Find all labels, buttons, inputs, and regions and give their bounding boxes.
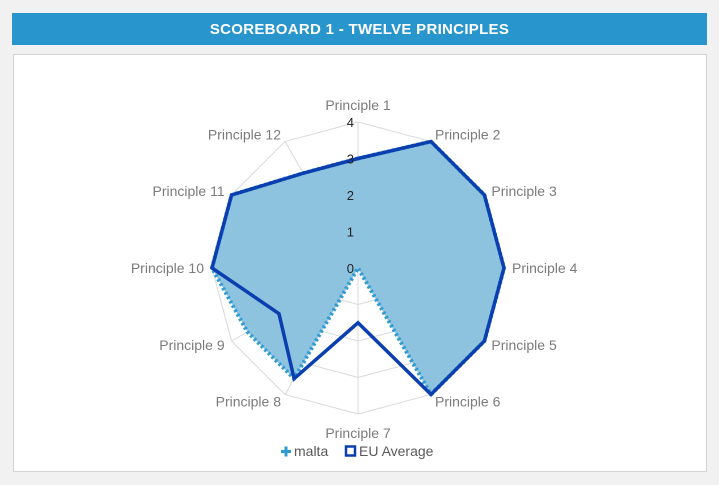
series-lines: [209, 139, 506, 397]
legend-label-malta: malta: [294, 443, 328, 459]
series-line-eu-average: [209, 139, 506, 397]
legend: malta EU Average: [281, 443, 434, 459]
legend-item-malta[interactable]: malta: [281, 443, 328, 459]
axis-label-principle-10: Principle 10: [131, 260, 204, 276]
legend-marker-eu-average: [344, 445, 357, 457]
axis-label-principle-1: Principle 1: [325, 97, 391, 113]
axis-label-principle-12: Principle 12: [208, 127, 281, 143]
tick-label-3: 3: [347, 152, 354, 167]
tick-label-2: 2: [347, 188, 354, 203]
axis-label-principle-11: Principle 11: [153, 183, 225, 199]
axis-labels: Principle 1 Principle 2 Principle 3 Princip…: [131, 97, 578, 441]
tick-label-0: 0: [347, 261, 354, 276]
legend-label-eu-average: EU Average: [359, 443, 434, 459]
axis-label-principle-8: Principle 8: [216, 393, 282, 409]
axis-label-principle-9: Principle 9: [159, 337, 225, 353]
axis-label-principle-6: Principle 6: [435, 393, 501, 409]
tick-label-4: 4: [347, 115, 354, 130]
legend-marker-malta: [281, 446, 291, 457]
page-title: SCOREBOARD 1 - TWELVE PRINCIPLES: [12, 13, 707, 45]
series-area-malta: [212, 141, 504, 395]
axis-label-principle-2: Principle 2: [435, 127, 501, 143]
axis-label-principle-5: Principle 5: [491, 337, 557, 353]
malta-area: [212, 141, 504, 395]
axis-label-principle-4: Principle 4: [512, 260, 578, 276]
legend-item-eu-average[interactable]: EU Average: [344, 443, 434, 459]
axis-label-principle-7: Principle 7: [325, 425, 391, 441]
radial-ticks: 0 1 2 3 4: [347, 115, 354, 276]
axis-label-principle-3: Principle 3: [491, 183, 557, 199]
tick-label-1: 1: [347, 225, 354, 240]
